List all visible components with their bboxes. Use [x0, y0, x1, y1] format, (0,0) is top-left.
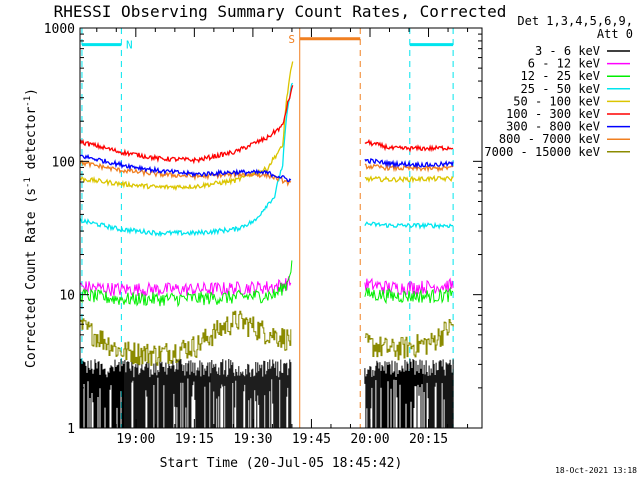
x-tick-label: 20:15: [409, 432, 448, 447]
x-tick-label: 20:00: [350, 432, 389, 447]
legend-label: 100 - 300 keV: [506, 107, 600, 121]
y-tick-label: 10: [59, 289, 75, 304]
render-timestamp: 18-Oct-2021 13:18: [555, 466, 637, 475]
legend-label: 50 - 100 keV: [513, 94, 600, 108]
axis-layer: 19:00 19:15 19:30 19:45 20:00 20:15 1 10 100 1000: [44, 22, 482, 447]
marker-label: S: [288, 33, 295, 46]
y-axis-label-sup2: -1: [23, 96, 33, 107]
x-tick-label: 19:15: [175, 432, 214, 447]
series-7000-15000-kevline: [80, 310, 292, 366]
x-axis-label: Start Time (20-Jul-05 18:45:42): [160, 456, 403, 471]
legend-label: 800 - 7000 keV: [499, 132, 600, 146]
y-tick-label: 1: [67, 422, 75, 437]
series-300-800-kevline: [79, 153, 292, 183]
series-6-12-kevline: [364, 277, 454, 296]
legend-label: 25 - 50 keV: [521, 82, 600, 96]
legend-label: 3 - 6 keV: [535, 44, 600, 58]
legend-label: 12 - 25 keV: [521, 69, 600, 83]
y-tick-label: 1000: [44, 22, 75, 37]
legend-label: 7000 - 15000 keV: [484, 145, 600, 159]
series-300-800-kevline: [364, 158, 454, 170]
series-50-100-kevline: [364, 174, 454, 184]
chart-title: RHESSI Observing Summary Count Rates, Co…: [54, 2, 507, 21]
legend-header-attenuator: Att 0: [597, 27, 633, 41]
series-800-7000-kevline: [79, 159, 292, 187]
series-25-50-kevline: [364, 221, 454, 230]
x-tick-label: 19:45: [292, 432, 331, 447]
legend-label: 300 - 800 keV: [506, 120, 600, 134]
series-25-50-kevline: [79, 82, 294, 238]
x-tick-label: 19:00: [116, 432, 155, 447]
series-12-25-kevline: [364, 286, 454, 305]
y-axis-label-end: ): [24, 88, 39, 96]
plot-frame: [79, 27, 483, 429]
series-7000-15000-kevline: [364, 319, 454, 361]
y-axis-label-main: Corrected Count Rate (s: [24, 188, 39, 368]
series-12-25-kevline: [79, 260, 293, 308]
y-axis-label: Corrected Count Rate (s-1 detector-1): [23, 88, 39, 368]
series-100-300-kevline: [79, 85, 294, 165]
y-axis-label-sup1: -1: [23, 177, 33, 188]
series-800-7000-kevline: [364, 163, 454, 173]
x-tick-label: 19:30: [233, 432, 272, 447]
marker-label: N: [126, 39, 133, 52]
y-axis-label-mid: detector: [24, 107, 39, 178]
legend-header-detectors: Det 1,3,4,5,6,9,: [517, 14, 633, 28]
y-tick-label: 100: [52, 155, 75, 170]
series-100-300-kevline: [364, 138, 454, 153]
legend-label: 6 - 12 keV: [528, 57, 600, 71]
